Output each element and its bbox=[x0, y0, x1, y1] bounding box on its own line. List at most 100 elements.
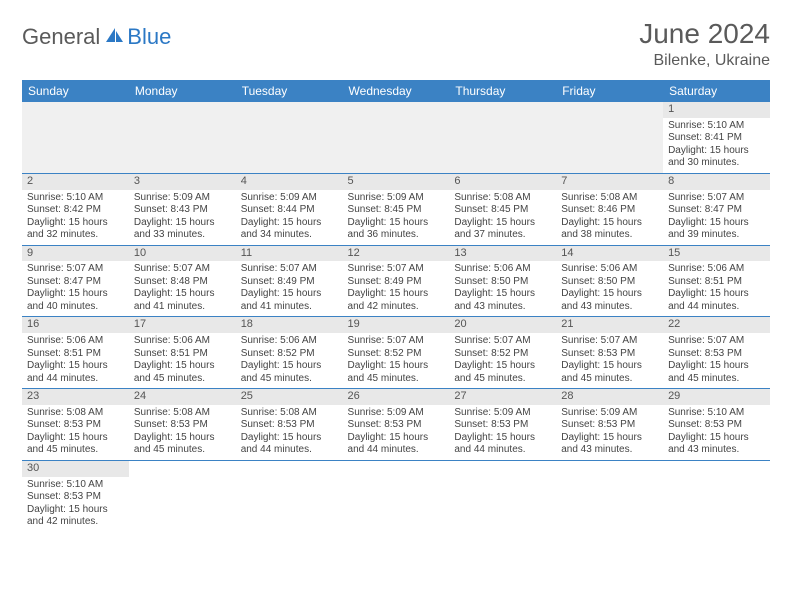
day-number: 26 bbox=[343, 389, 450, 405]
calendar-cell bbox=[22, 102, 129, 173]
calendar-page: General Blue June 2024 Bilenke, Ukraine … bbox=[0, 0, 792, 550]
weekday-header-row: Sunday Monday Tuesday Wednesday Thursday… bbox=[22, 80, 770, 102]
day-number: 14 bbox=[556, 246, 663, 262]
day-number: 7 bbox=[556, 174, 663, 190]
calendar-cell bbox=[663, 460, 770, 531]
calendar-cell: 10Sunrise: 5:07 AMSunset: 8:48 PMDayligh… bbox=[129, 245, 236, 317]
day-details: Sunrise: 5:09 AMSunset: 8:43 PMDaylight:… bbox=[129, 190, 236, 245]
calendar-cell: 4Sunrise: 5:09 AMSunset: 8:44 PMDaylight… bbox=[236, 173, 343, 245]
calendar-cell: 13Sunrise: 5:06 AMSunset: 8:50 PMDayligh… bbox=[449, 245, 556, 317]
day-number: 12 bbox=[343, 246, 450, 262]
day-details: Sunrise: 5:06 AMSunset: 8:51 PMDaylight:… bbox=[129, 333, 236, 388]
calendar-cell: 26Sunrise: 5:09 AMSunset: 8:53 PMDayligh… bbox=[343, 389, 450, 461]
day-number: 25 bbox=[236, 389, 343, 405]
day-details: Sunrise: 5:07 AMSunset: 8:49 PMDaylight:… bbox=[236, 261, 343, 316]
day-number: 28 bbox=[556, 389, 663, 405]
calendar-table: Sunday Monday Tuesday Wednesday Thursday… bbox=[22, 80, 770, 532]
calendar-row: 1Sunrise: 5:10 AMSunset: 8:41 PMDaylight… bbox=[22, 102, 770, 173]
day-details: Sunrise: 5:10 AMSunset: 8:53 PMDaylight:… bbox=[22, 477, 129, 532]
location: Bilenke, Ukraine bbox=[639, 52, 770, 70]
calendar-cell: 3Sunrise: 5:09 AMSunset: 8:43 PMDaylight… bbox=[129, 173, 236, 245]
day-number: 20 bbox=[449, 317, 556, 333]
calendar-row: 9Sunrise: 5:07 AMSunset: 8:47 PMDaylight… bbox=[22, 245, 770, 317]
calendar-cell: 7Sunrise: 5:08 AMSunset: 8:46 PMDaylight… bbox=[556, 173, 663, 245]
day-details: Sunrise: 5:06 AMSunset: 8:52 PMDaylight:… bbox=[236, 333, 343, 388]
calendar-cell bbox=[236, 102, 343, 173]
calendar-row: 30Sunrise: 5:10 AMSunset: 8:53 PMDayligh… bbox=[22, 460, 770, 531]
calendar-cell: 15Sunrise: 5:06 AMSunset: 8:51 PMDayligh… bbox=[663, 245, 770, 317]
calendar-cell: 28Sunrise: 5:09 AMSunset: 8:53 PMDayligh… bbox=[556, 389, 663, 461]
calendar-cell: 27Sunrise: 5:09 AMSunset: 8:53 PMDayligh… bbox=[449, 389, 556, 461]
day-details: Sunrise: 5:06 AMSunset: 8:51 PMDaylight:… bbox=[22, 333, 129, 388]
month-title: June 2024 bbox=[639, 18, 770, 50]
day-details: Sunrise: 5:06 AMSunset: 8:50 PMDaylight:… bbox=[449, 261, 556, 316]
calendar-cell bbox=[556, 460, 663, 531]
calendar-row: 16Sunrise: 5:06 AMSunset: 8:51 PMDayligh… bbox=[22, 317, 770, 389]
day-number: 27 bbox=[449, 389, 556, 405]
day-details: Sunrise: 5:06 AMSunset: 8:50 PMDaylight:… bbox=[556, 261, 663, 316]
day-number: 10 bbox=[129, 246, 236, 262]
calendar-cell bbox=[343, 460, 450, 531]
day-details: Sunrise: 5:09 AMSunset: 8:53 PMDaylight:… bbox=[449, 405, 556, 460]
day-details: Sunrise: 5:09 AMSunset: 8:44 PMDaylight:… bbox=[236, 190, 343, 245]
calendar-cell bbox=[449, 102, 556, 173]
calendar-cell: 21Sunrise: 5:07 AMSunset: 8:53 PMDayligh… bbox=[556, 317, 663, 389]
day-details: Sunrise: 5:10 AMSunset: 8:42 PMDaylight:… bbox=[22, 190, 129, 245]
logo: General Blue bbox=[22, 24, 171, 50]
calendar-cell: 12Sunrise: 5:07 AMSunset: 8:49 PMDayligh… bbox=[343, 245, 450, 317]
day-details: Sunrise: 5:07 AMSunset: 8:47 PMDaylight:… bbox=[663, 190, 770, 245]
calendar-cell: 17Sunrise: 5:06 AMSunset: 8:51 PMDayligh… bbox=[129, 317, 236, 389]
day-number: 29 bbox=[663, 389, 770, 405]
day-number: 21 bbox=[556, 317, 663, 333]
day-number: 5 bbox=[343, 174, 450, 190]
calendar-row: 23Sunrise: 5:08 AMSunset: 8:53 PMDayligh… bbox=[22, 389, 770, 461]
day-number: 17 bbox=[129, 317, 236, 333]
calendar-cell: 1Sunrise: 5:10 AMSunset: 8:41 PMDaylight… bbox=[663, 102, 770, 173]
calendar-cell: 16Sunrise: 5:06 AMSunset: 8:51 PMDayligh… bbox=[22, 317, 129, 389]
weekday-header: Friday bbox=[556, 80, 663, 102]
day-number: 11 bbox=[236, 246, 343, 262]
calendar-cell: 20Sunrise: 5:07 AMSunset: 8:52 PMDayligh… bbox=[449, 317, 556, 389]
day-number: 23 bbox=[22, 389, 129, 405]
day-number: 9 bbox=[22, 246, 129, 262]
calendar-cell: 25Sunrise: 5:08 AMSunset: 8:53 PMDayligh… bbox=[236, 389, 343, 461]
calendar-cell bbox=[449, 460, 556, 531]
day-number: 15 bbox=[663, 246, 770, 262]
day-number: 18 bbox=[236, 317, 343, 333]
day-number: 3 bbox=[129, 174, 236, 190]
day-number: 22 bbox=[663, 317, 770, 333]
calendar-cell bbox=[343, 102, 450, 173]
day-number: 16 bbox=[22, 317, 129, 333]
calendar-cell: 19Sunrise: 5:07 AMSunset: 8:52 PMDayligh… bbox=[343, 317, 450, 389]
day-details: Sunrise: 5:10 AMSunset: 8:41 PMDaylight:… bbox=[663, 118, 770, 173]
day-number: 1 bbox=[663, 102, 770, 118]
day-details: Sunrise: 5:09 AMSunset: 8:53 PMDaylight:… bbox=[343, 405, 450, 460]
day-details: Sunrise: 5:08 AMSunset: 8:53 PMDaylight:… bbox=[129, 405, 236, 460]
weekday-header: Tuesday bbox=[236, 80, 343, 102]
day-details: Sunrise: 5:07 AMSunset: 8:52 PMDaylight:… bbox=[343, 333, 450, 388]
day-details: Sunrise: 5:07 AMSunset: 8:52 PMDaylight:… bbox=[449, 333, 556, 388]
day-number: 6 bbox=[449, 174, 556, 190]
day-details: Sunrise: 5:07 AMSunset: 8:49 PMDaylight:… bbox=[343, 261, 450, 316]
calendar-cell bbox=[129, 460, 236, 531]
calendar-cell: 14Sunrise: 5:06 AMSunset: 8:50 PMDayligh… bbox=[556, 245, 663, 317]
title-block: June 2024 Bilenke, Ukraine bbox=[639, 18, 770, 70]
header: General Blue June 2024 Bilenke, Ukraine bbox=[22, 18, 770, 70]
calendar-cell: 2Sunrise: 5:10 AMSunset: 8:42 PMDaylight… bbox=[22, 173, 129, 245]
day-details: Sunrise: 5:07 AMSunset: 8:48 PMDaylight:… bbox=[129, 261, 236, 316]
day-number: 24 bbox=[129, 389, 236, 405]
weekday-header: Monday bbox=[129, 80, 236, 102]
logo-text-blue: Blue bbox=[127, 24, 171, 50]
day-details: Sunrise: 5:06 AMSunset: 8:51 PMDaylight:… bbox=[663, 261, 770, 316]
calendar-cell: 11Sunrise: 5:07 AMSunset: 8:49 PMDayligh… bbox=[236, 245, 343, 317]
weekday-header: Wednesday bbox=[343, 80, 450, 102]
day-number: 4 bbox=[236, 174, 343, 190]
day-number: 30 bbox=[22, 461, 129, 477]
day-number: 2 bbox=[22, 174, 129, 190]
day-details: Sunrise: 5:07 AMSunset: 8:53 PMDaylight:… bbox=[663, 333, 770, 388]
calendar-cell: 5Sunrise: 5:09 AMSunset: 8:45 PMDaylight… bbox=[343, 173, 450, 245]
calendar-cell: 6Sunrise: 5:08 AMSunset: 8:45 PMDaylight… bbox=[449, 173, 556, 245]
calendar-cell: 22Sunrise: 5:07 AMSunset: 8:53 PMDayligh… bbox=[663, 317, 770, 389]
logo-text-general: General bbox=[22, 24, 100, 50]
calendar-cell bbox=[129, 102, 236, 173]
